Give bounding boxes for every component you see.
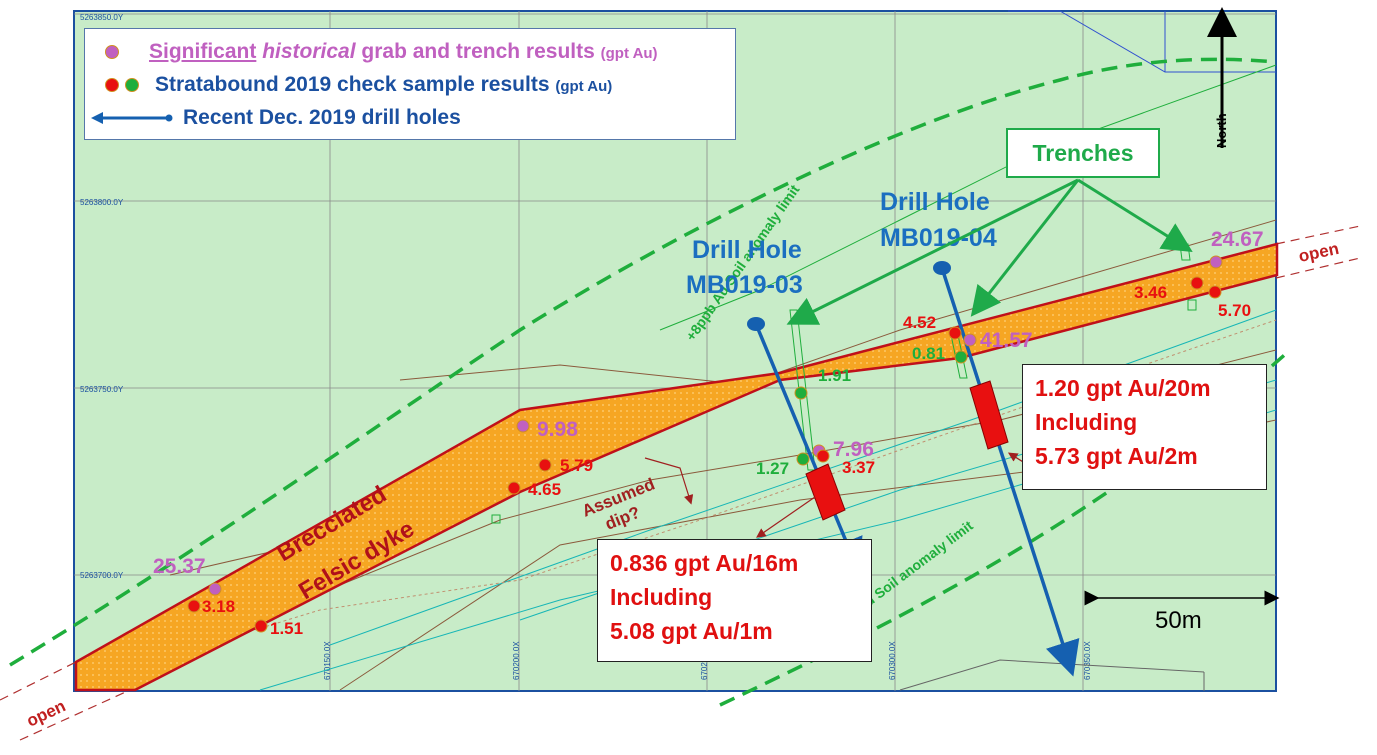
drill-hole-mb019-03-label-line2: MB019-03 <box>686 271 803 299</box>
check-green-value: 1.27 <box>756 459 789 478</box>
easting-label: 670200.0X <box>512 641 521 680</box>
historical-sample-point <box>208 582 222 596</box>
scale-label: 50m <box>1155 607 1202 634</box>
open-label-east: open <box>1297 239 1341 266</box>
check-red-value: 4.65 <box>528 480 561 499</box>
historical-dot-icon <box>105 45 119 59</box>
northing-label: 5263750.0Y <box>80 385 124 394</box>
legend-drill-label: Recent Dec. 2019 drill holes <box>183 106 461 129</box>
legend-row-check: Stratabound 2019 check sample results (g… <box>105 70 612 100</box>
drill-hole-mb019-03-collar <box>747 317 765 331</box>
intercept-box-mb019-03: 0.836 gpt Au/16m Including 5.08 gpt Au/1… <box>597 539 872 662</box>
easting-label: 670300.0X <box>888 641 897 680</box>
historical-value: 41.57 <box>980 329 1033 352</box>
intercept-mb019-03 <box>805 463 846 521</box>
drill-hole-arrow-icon <box>91 112 173 124</box>
legend-historical-prefix: Significant <box>149 40 257 63</box>
drill-hole-mb019-04-trace <box>940 267 1080 677</box>
easting-label: 670150.0X <box>323 641 332 680</box>
northing-label: 5263700.0Y <box>80 571 124 580</box>
check-red-value: 5.79 <box>560 456 593 475</box>
check-red-dot-icon <box>105 78 119 92</box>
legend-check-label: Stratabound 2019 check sample results <box>155 73 550 96</box>
trenches-label-box: Trenches <box>1006 128 1160 178</box>
legend-row-historical: Significant historical grab and trench r… <box>105 37 658 67</box>
historical-sample-point <box>516 419 530 433</box>
check-sample-point-red <box>507 481 521 495</box>
drill-hole-mb019-04-label-line1: Drill Hole <box>880 188 990 216</box>
check-sample-point-red <box>1190 276 1204 290</box>
check-sample-point-green <box>954 350 968 364</box>
check-sample-point-red <box>816 449 830 463</box>
drill-hole-mb019-03-trace <box>754 323 863 575</box>
check-sample-point-red <box>1208 285 1222 299</box>
trenches-label: Trenches <box>1032 139 1134 166</box>
check-green-value: 0.81 <box>912 344 945 363</box>
historical-value: 7.96 <box>833 438 874 461</box>
assumed-dip-arrow <box>644 457 694 505</box>
intercept-line: 5.08 gpt Au/1m <box>610 618 773 644</box>
historical-value: 24.67 <box>1211 228 1264 251</box>
check-green-value: 1.91 <box>818 366 851 385</box>
northing-label: 5263800.0Y <box>80 198 124 207</box>
check-sample-point-red <box>538 458 552 472</box>
check-sample-point-red <box>187 599 201 613</box>
drill-hole-mb019-03-label-line1: Drill Hole <box>692 236 802 264</box>
intercept-line: Including <box>1035 409 1138 435</box>
intercept-line: 1.20 gpt Au/20m <box>1035 375 1211 401</box>
open-extension-lines <box>0 225 1361 741</box>
intercept-line: 5.73 gpt Au/2m <box>1035 443 1198 469</box>
legend-historical-unit: (gpt Au) <box>600 45 658 62</box>
legend-row-drill: Recent Dec. 2019 drill holes <box>91 103 461 133</box>
legend-check-unit: (gpt Au) <box>555 78 613 95</box>
check-sample-point-red <box>254 619 268 633</box>
soil-anomaly-limit-south <box>719 348 1292 707</box>
legend-historical-suffix: grab and trench results <box>361 40 595 63</box>
drill-hole-mb019-04-collar <box>933 261 951 275</box>
check-sample-point-green <box>796 452 810 466</box>
check-red-value: 3.37 <box>842 458 875 477</box>
intercept-mb019-04 <box>969 380 1009 450</box>
historical-sample-point <box>963 333 977 347</box>
soil-anomaly-limit-north <box>9 57 1277 667</box>
check-green-dot-icon <box>125 78 139 92</box>
historical-sample-point <box>1209 255 1223 269</box>
check-sample-point-red <box>948 326 962 340</box>
trench-arrow-east <box>1077 178 1193 252</box>
check-red-value: 3.18 <box>202 597 235 616</box>
intercept-box-mb019-04: 1.20 gpt Au/20m Including 5.73 gpt Au/2m <box>1022 364 1267 490</box>
check-red-value: 5.70 <box>1218 301 1251 320</box>
check-red-value: 1.51 <box>270 619 303 638</box>
check-red-value: 4.52 <box>903 313 936 332</box>
legend-historical-italic: historical <box>262 40 356 63</box>
historical-value: 9.98 <box>537 418 578 441</box>
historical-value: 25.37 <box>153 555 206 578</box>
intercept-line: Including <box>610 584 713 610</box>
trench-arrow-west <box>786 178 1079 325</box>
check-sample-point-green <box>794 386 808 400</box>
map-legend: Significant historical grab and trench r… <box>84 28 736 140</box>
northing-label: 5263850.0Y <box>80 13 124 22</box>
check-red-value: 3.46 <box>1134 283 1167 302</box>
trench-arrow-middle <box>970 179 1080 317</box>
intercept-line: 0.836 gpt Au/16m <box>610 550 799 576</box>
north-label: North <box>1214 113 1229 148</box>
intercept-leader-03 <box>756 496 816 538</box>
open-label-west: open <box>24 696 69 730</box>
easting-label: 670350.0X <box>1083 641 1092 680</box>
